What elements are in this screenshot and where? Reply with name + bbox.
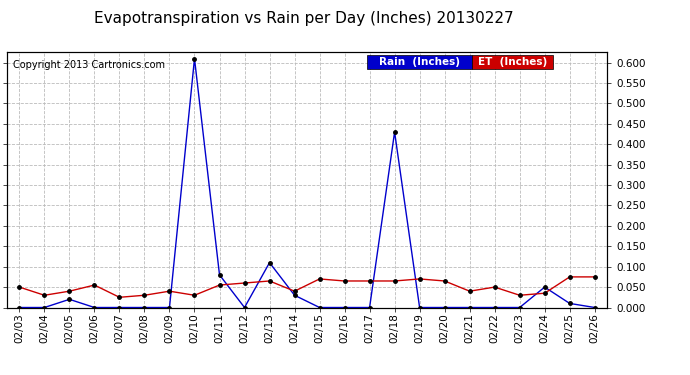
FancyBboxPatch shape [367,55,472,69]
Text: ET  (Inches): ET (Inches) [478,57,547,67]
Text: Copyright 2013 Cartronics.com: Copyright 2013 Cartronics.com [13,60,165,70]
Text: Evapotranspiration vs Rain per Day (Inches) 20130227: Evapotranspiration vs Rain per Day (Inch… [94,11,513,26]
Text: Rain  (Inches): Rain (Inches) [379,57,460,67]
FancyBboxPatch shape [472,55,553,69]
